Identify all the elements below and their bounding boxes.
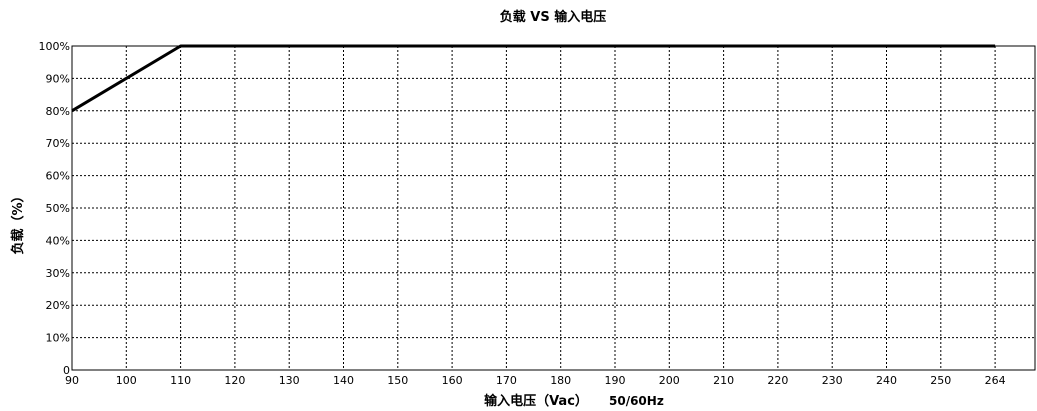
x-tick-label: 160 [442, 374, 463, 387]
x-axis-label: 输入电压（Vac） [484, 393, 588, 409]
chart-title: 负载 VS 输入电压 [500, 9, 606, 25]
x-tick-label: 90 [65, 374, 79, 387]
y-tick-label: 10% [46, 332, 70, 345]
x-tick-label: 190 [605, 374, 626, 387]
x-tick-label: 240 [876, 374, 897, 387]
y-axis: 0 10% 20% 30% 40% 50% 60% 70% 80% 90% 100% [39, 40, 70, 377]
x-tick-label: 140 [333, 374, 354, 387]
y-tick-label: 60% [46, 170, 70, 183]
x-axis: 90 100 110 120 130 140 150 160 170 180 190 200 210 22… [65, 374, 1006, 387]
x-axis-frequency: 50/60Hz [609, 394, 664, 408]
y-tick-label: 70% [46, 137, 70, 150]
y-tick-label: 80% [46, 105, 70, 118]
x-tick-label: 170 [496, 374, 517, 387]
y-tick-label: 90% [46, 72, 70, 85]
y-tick-label: 30% [46, 267, 70, 280]
x-tick-label: 210 [713, 374, 734, 387]
x-tick-label: 180 [550, 374, 571, 387]
x-tick-label: 220 [767, 374, 788, 387]
y-tick-label: 40% [46, 234, 70, 247]
x-tick-label: 264 [985, 374, 1006, 387]
y-axis-label: 负载（%） [10, 189, 26, 254]
x-tick-label: 120 [224, 374, 245, 387]
series-line [71, 44, 996, 113]
x-tick-label: 110 [170, 374, 191, 387]
x-tick-label: 200 [659, 374, 680, 387]
y-tick-label: 20% [46, 299, 70, 312]
x-tick-label: 150 [387, 374, 408, 387]
y-tick-label: 0 [63, 364, 70, 377]
series-layer [71, 44, 996, 113]
x-tick-label: 130 [279, 374, 300, 387]
x-tick-label: 250 [930, 374, 951, 387]
y-tick-label: 50% [46, 202, 70, 215]
grid [71, 45, 1035, 371]
x-tick-label: 100 [116, 374, 137, 387]
y-tick-label: 100% [39, 40, 70, 53]
x-tick-label: 230 [822, 374, 843, 387]
